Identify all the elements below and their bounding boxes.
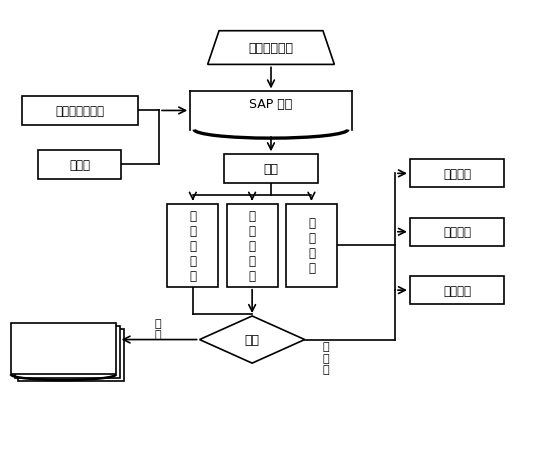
Text: 销售订单: 销售订单 bbox=[443, 167, 471, 180]
Text: 三级系统电文: 三级系统电文 bbox=[248, 42, 294, 55]
Text: 产
品
信
息: 产 品 信 息 bbox=[308, 217, 315, 275]
Text: 本
工
序
公
司: 本 工 序 公 司 bbox=[189, 209, 196, 282]
Bar bbox=[15, 326, 120, 377]
Text: 公司内业务
流程: 公司内业务 流程 bbox=[46, 332, 81, 360]
Polygon shape bbox=[208, 32, 334, 65]
Text: 采购订单: 采购订单 bbox=[443, 284, 471, 297]
Text: 不
相
同: 不 相 同 bbox=[323, 341, 330, 374]
Bar bbox=[18, 329, 124, 381]
Text: 生产订单: 生产订单 bbox=[443, 226, 471, 239]
Text: SAP 系统: SAP 系统 bbox=[249, 98, 293, 111]
Bar bbox=[410, 276, 504, 304]
Polygon shape bbox=[199, 316, 305, 364]
Text: 解析: 解析 bbox=[263, 163, 279, 176]
Text: 工序与公司关系: 工序与公司关系 bbox=[55, 105, 104, 118]
Bar bbox=[227, 204, 278, 287]
Bar bbox=[410, 160, 504, 188]
Bar bbox=[38, 151, 121, 179]
Bar bbox=[286, 204, 337, 287]
Bar bbox=[224, 155, 318, 184]
Text: 判断: 判断 bbox=[244, 333, 260, 346]
Bar bbox=[11, 323, 116, 374]
Text: 下
工
序
公
司: 下 工 序 公 司 bbox=[249, 209, 256, 282]
Text: 相
同: 相 同 bbox=[154, 318, 161, 339]
Bar bbox=[410, 218, 504, 246]
Text: 主数据: 主数据 bbox=[69, 158, 90, 171]
Bar bbox=[22, 97, 138, 126]
Bar bbox=[167, 204, 218, 287]
